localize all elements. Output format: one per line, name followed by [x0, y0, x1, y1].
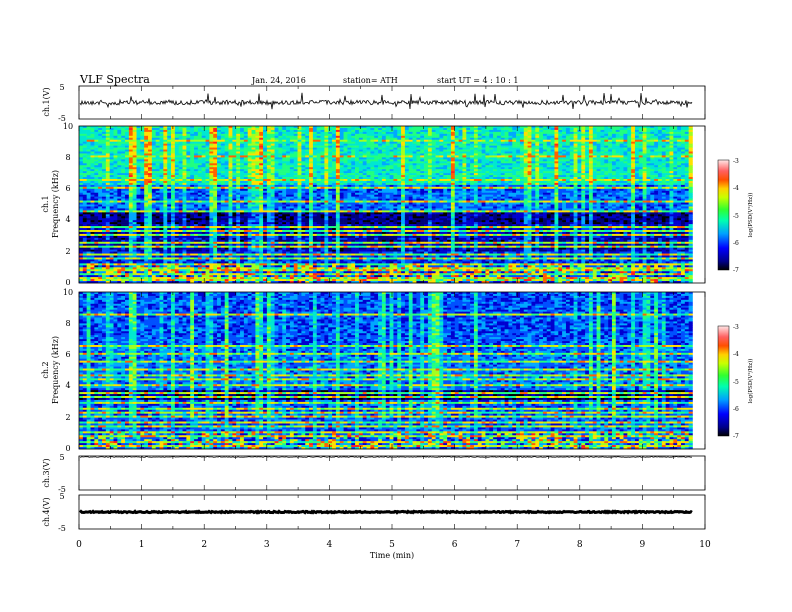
ch3-ytick-bottom: -5	[58, 485, 66, 494]
time-tick-7: 7	[514, 540, 520, 550]
ch4-ytick-top: 5	[59, 492, 64, 501]
ch1-cbar-tick-m4: -4	[733, 185, 739, 192]
ch1-freq-tick-0: 0	[65, 278, 70, 287]
ch1-cbar-tick-m3: -3	[733, 158, 739, 165]
ch2-freq-tick-0: 0	[65, 444, 70, 453]
time-tick-8: 8	[577, 540, 583, 550]
ch2-spectrogram-yticks: 0 2 4 6 8 10	[63, 288, 73, 453]
ch1-colorbar-gradient	[717, 159, 730, 271]
ch3-ylabel: ch.3(V)	[42, 458, 51, 487]
time-tick-6: 6	[452, 540, 458, 550]
ch1-ytick-bottom: -5	[58, 114, 66, 123]
ch1-freq-tick-2: 2	[65, 247, 70, 256]
figure-title: VLF Spectra	[79, 73, 150, 86]
ch2-cbar-tick-m5: -5	[733, 379, 739, 386]
ch1-cbar-tick-m5: -5	[733, 213, 739, 220]
start-time-label: start UT = 4 : 10 : 1	[437, 76, 518, 85]
ch2-cbar-tick-m4: -4	[733, 351, 739, 358]
ch2-colorbar: -3 -4 -5 -6 -7 log(PSD(V²/Hz))	[717, 324, 754, 440]
time-axis-ticks	[78, 86, 706, 529]
ch2-freq-tick-8: 8	[65, 319, 70, 328]
ch1-freq-tick-6: 6	[65, 184, 70, 193]
ch1-trace	[79, 92, 693, 110]
ch4-ylabel: ch.4(V)	[42, 497, 51, 526]
ch1-ytick-top: 5	[59, 83, 64, 92]
date-label: Jan. 24, 2016	[251, 76, 306, 85]
ch3-trace	[79, 456, 693, 458]
ch1-spectrogram-yticks: 0 2 4 6 8 10	[63, 122, 73, 287]
ch1-spectrogram-channel-label: ch.1	[41, 195, 50, 212]
time-tick-10: 10	[699, 540, 711, 550]
ch1-spectrogram-image	[79, 126, 693, 284]
ch2-freq-tick-4: 4	[65, 381, 70, 390]
time-axis-label: Time (min)	[370, 551, 414, 560]
time-tick-9: 9	[640, 540, 646, 550]
ch2-cbar-tick-m7: -7	[733, 433, 739, 440]
ch2-spectrogram-panel: 0 2 4 6 8 10 ch.2 Frequency (kHz)	[41, 288, 706, 453]
station-label: station= ATH	[343, 76, 398, 85]
ch2-freq-tick-6: 6	[65, 350, 70, 359]
time-tick-0: 0	[76, 540, 82, 550]
ch1-ylabel: ch.1(V)	[42, 87, 51, 116]
ch1-freq-tick-10: 10	[63, 122, 73, 131]
ch2-colorbar-label: log(PSD(V²/Hz))	[747, 359, 754, 404]
ch1-frequency-label: Frequency (kHz)	[51, 170, 60, 238]
ch2-freq-tick-2: 2	[65, 413, 70, 422]
ch4-trace	[78, 509, 693, 515]
time-tick-5: 5	[389, 540, 395, 550]
ch1-freq-tick-8: 8	[65, 153, 70, 162]
ch1-colorbar-label: log(PSD(V²/Hz))	[747, 193, 754, 238]
ch2-spectrogram-image	[79, 292, 693, 450]
ch3-ytick-top: 5	[59, 453, 64, 462]
ch2-cbar-tick-m6: -6	[733, 406, 739, 413]
ch3-frame	[78, 455, 706, 491]
ch4-ytick-bottom: -5	[58, 524, 66, 533]
time-tick-1: 1	[139, 540, 145, 550]
time-tick-3: 3	[264, 540, 270, 550]
ch2-spectrogram-channel-label: ch.2	[41, 361, 50, 378]
figure-header: VLF Spectra Jan. 24, 2016 station= ATH s…	[79, 73, 518, 86]
ch1-freq-tick-4: 4	[65, 215, 70, 224]
ch1-cbar-tick-m6: -6	[733, 240, 739, 247]
ch1-spectrogram-panel: 0 2 4 6 8 10 ch.1 Frequency (kHz)	[41, 122, 706, 287]
time-axis-labels: 0 1 2 3 4 5 6 7 8 9 10	[76, 540, 711, 550]
ch2-colorbar-gradient	[717, 325, 730, 437]
ch2-freq-tick-10: 10	[63, 288, 73, 297]
ch1-cbar-tick-m7: -7	[733, 267, 739, 274]
ch1-colorbar: -3 -4 -5 -6 -7 log(PSD(V²/Hz))	[717, 158, 754, 274]
time-tick-2: 2	[201, 540, 207, 550]
ch2-frequency-label: Frequency (kHz)	[51, 336, 60, 404]
ch2-cbar-tick-m3: -3	[733, 324, 739, 331]
time-tick-4: 4	[327, 540, 333, 550]
